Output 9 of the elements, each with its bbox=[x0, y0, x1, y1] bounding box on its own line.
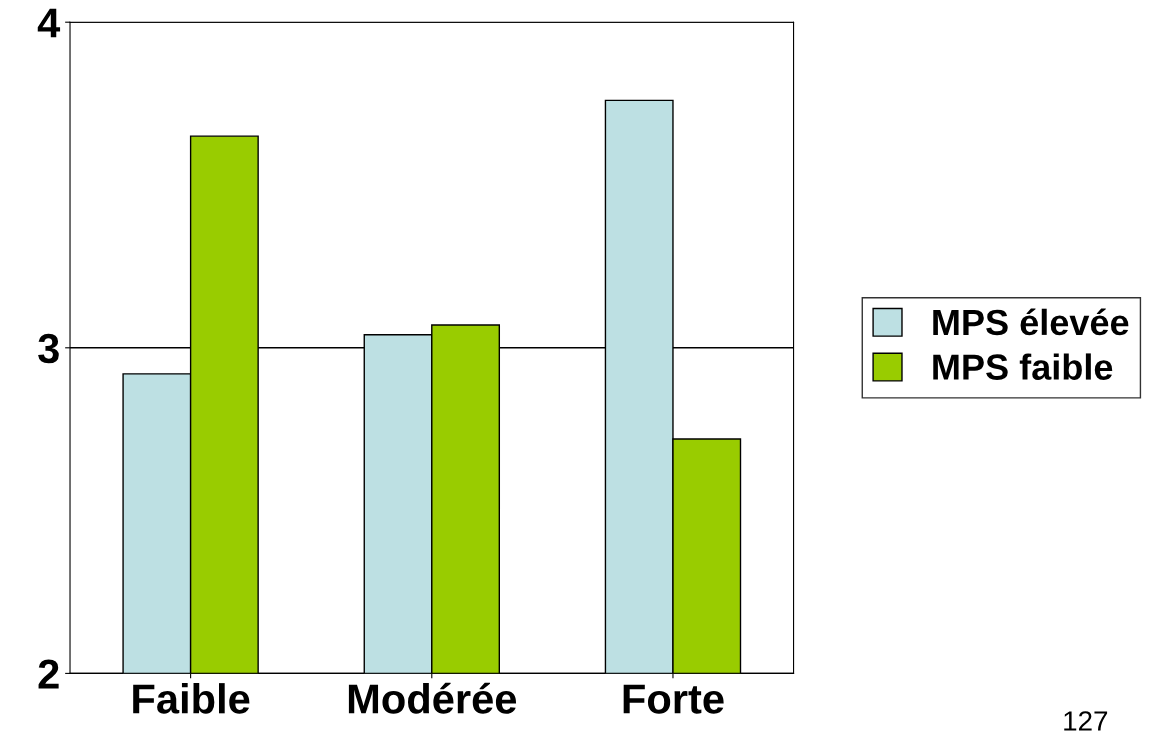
y-tick-label: 2 bbox=[38, 659, 59, 689]
legend-label: MPS faible bbox=[933, 353, 1113, 380]
y-tick-label: 3 bbox=[38, 333, 59, 364]
x-tick-label: Forte bbox=[623, 684, 724, 714]
x-tick-label: Modérée bbox=[348, 682, 517, 714]
y-tick-label: 4 bbox=[37, 8, 61, 38]
x-tick-label: Faible bbox=[133, 683, 250, 714]
legend-label: MPS élevée bbox=[933, 308, 1129, 336]
text: 127 bbox=[1064, 711, 1108, 731]
